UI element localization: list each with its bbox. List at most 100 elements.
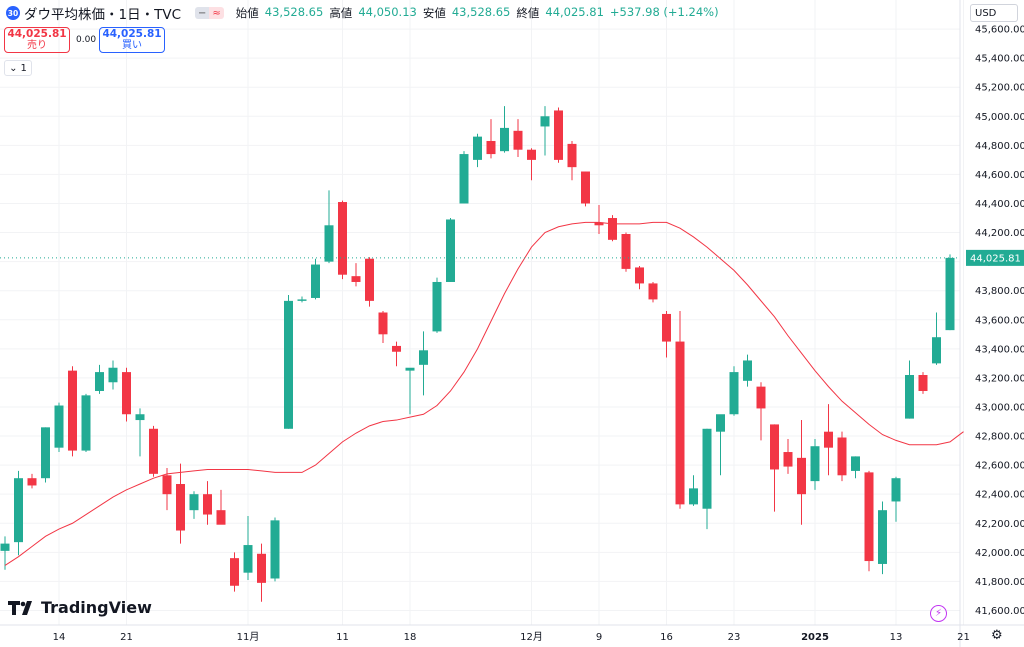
y-tick-label: 45,000.00 [975, 112, 1024, 123]
y-tick-label: 45,600.00 [975, 25, 1024, 36]
x-tick-label: 12月 [520, 631, 543, 643]
buy-button[interactable]: 44,025.81 買い [99, 27, 165, 53]
logo-text: TradingView [41, 598, 152, 617]
candle-body [14, 478, 23, 543]
lightning-icon[interactable]: ⚡ [930, 605, 947, 622]
candle [108, 360, 118, 390]
x-tick-label: 21 [957, 632, 970, 643]
y-tick-label: 43,800.00 [975, 286, 1024, 297]
candle-body [54, 405, 64, 448]
candle [243, 515, 253, 580]
spread-value: 0.00 [76, 35, 97, 45]
candle-body [945, 257, 955, 331]
candle-body [0, 543, 10, 551]
candle [122, 367, 131, 422]
candle-body [149, 428, 158, 474]
candle-body [459, 154, 469, 204]
currency-selector[interactable]: USD [970, 4, 1018, 22]
candle [824, 404, 833, 476]
indicators-toggle[interactable]: ⌄ 1 [4, 60, 32, 76]
candle [0, 536, 10, 570]
candle [513, 119, 523, 157]
candle-body [527, 149, 536, 160]
y-tick-label: 43,000.00 [975, 402, 1024, 413]
candle [149, 425, 158, 477]
candle-body [257, 553, 266, 583]
candle [95, 364, 104, 394]
candle [648, 281, 658, 303]
y-tick-label: 42,400.00 [975, 490, 1024, 501]
y-tick-label: 44,400.00 [975, 199, 1024, 210]
y-axis-ticks[interactable]: 41,600.00 41,800.00 42,000.00 42,200.00 42,4… [975, 25, 1024, 617]
x-tick-label: 23 [728, 632, 741, 643]
candle [932, 312, 941, 365]
candle-body [284, 300, 293, 429]
candle-body [540, 116, 550, 127]
candle [918, 372, 928, 394]
candle [392, 341, 401, 367]
candle-body [594, 222, 604, 226]
candle [135, 408, 145, 457]
candle [891, 476, 901, 522]
indicator-count: 1 [20, 62, 27, 74]
minus-icon[interactable]: − [195, 7, 210, 19]
low-label: 安値 [422, 6, 446, 20]
high-value: 44,050.13 [358, 5, 417, 19]
candle [27, 473, 37, 489]
tradingview-logo[interactable]: TradingView [8, 598, 152, 617]
candle-body [216, 510, 226, 525]
candle-body [486, 140, 496, 155]
chart-mode-pill[interactable]: − ≈ [195, 7, 224, 19]
candle [864, 470, 874, 572]
x-tick-label: 9 [596, 632, 602, 643]
candle-body [392, 345, 401, 352]
candle [81, 393, 91, 453]
candle [432, 277, 442, 333]
candle [230, 552, 239, 592]
candle-body [176, 484, 185, 531]
candle [662, 311, 671, 358]
approx-icon[interactable]: ≈ [209, 7, 224, 19]
candle-body [135, 414, 145, 421]
x-axis-ticks[interactable]: 14 21 11月 11 18 12月 9 16 23 2025 13 21 [53, 631, 970, 643]
sell-price: 44,025.81 [7, 28, 67, 40]
candle [675, 311, 685, 509]
last-price-text: 44,025.81 [970, 253, 1021, 264]
sell-button[interactable]: 44,025.81 売り [4, 27, 70, 53]
candle [257, 543, 266, 602]
candle-body [783, 452, 793, 467]
candle [41, 427, 50, 483]
candle-body [648, 283, 658, 300]
x-tick-label: 16 [660, 632, 673, 643]
candle-body [675, 341, 685, 505]
y-tick-label: 43,200.00 [975, 373, 1024, 384]
high-label: 高値 [329, 6, 353, 20]
index-badge[interactable]: 30 [6, 6, 20, 20]
candle [176, 463, 185, 544]
moving-average-line [4, 221, 964, 566]
x-tick-label: 13 [890, 632, 903, 643]
y-tick-label: 44,800.00 [975, 141, 1024, 152]
y-tick-label: 42,000.00 [975, 548, 1024, 559]
candle [500, 106, 509, 153]
candle-body [243, 545, 253, 573]
candle-body [41, 427, 50, 479]
candle-body [27, 478, 37, 486]
candle [756, 382, 766, 441]
candle-body [81, 395, 91, 451]
candle-body [365, 258, 374, 301]
candle-body [351, 276, 361, 282]
symbol-title[interactable]: ダウ平均株価・1日・TVC [24, 7, 181, 23]
gear-icon[interactable]: ⚙ [991, 628, 1003, 643]
candle-body [824, 431, 833, 448]
candle-body [270, 520, 280, 579]
candle-body [756, 386, 766, 409]
y-tick-label: 42,200.00 [975, 519, 1024, 530]
candle [594, 204, 604, 235]
candle [810, 438, 820, 490]
candle [729, 366, 739, 416]
candle-body [878, 510, 887, 564]
x-tick-label: 2025 [801, 632, 829, 643]
candle-body [743, 360, 752, 381]
